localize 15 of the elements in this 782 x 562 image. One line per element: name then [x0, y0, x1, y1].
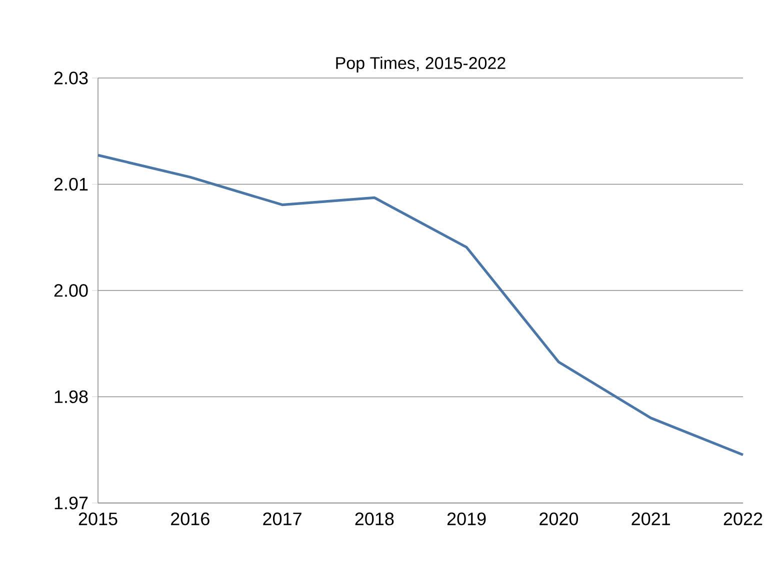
y-tick-label: 1.97 [54, 496, 88, 510]
y-tick-label: 1.98 [54, 390, 88, 404]
x-tick-label: 2017 [263, 512, 302, 526]
x-tick-label: 2016 [171, 512, 210, 526]
x-tick-label: 2015 [78, 512, 118, 526]
x-tick-label: 2018 [355, 512, 394, 526]
x-tick-label: 2019 [447, 512, 486, 526]
chart-title: Pop Times, 2015-2022 [336, 56, 506, 72]
y-tick-label: 2.01 [54, 178, 88, 191]
y-tick-label: 2.00 [54, 284, 88, 297]
x-tick-label: 2021 [632, 512, 670, 526]
x-tick-label: 2020 [540, 512, 578, 526]
x-tick-label: 2022 [724, 512, 762, 526]
y-tick-label: 2.03 [54, 72, 88, 84]
line-series [96, 154, 744, 456]
